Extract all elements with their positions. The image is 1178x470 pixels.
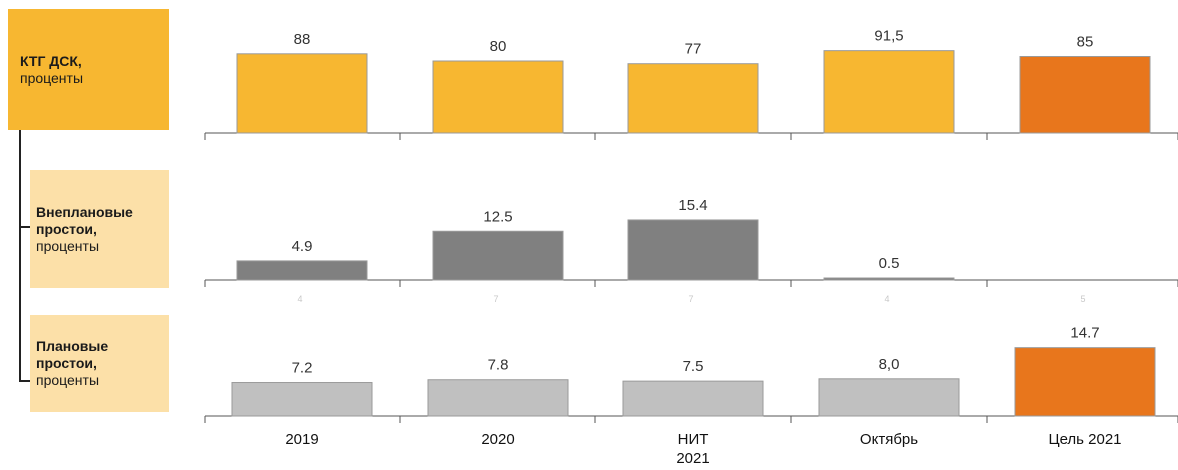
category-label-0: 2019: [285, 431, 318, 448]
planned-label-title-2: простои,: [36, 355, 97, 371]
planned-label-subtitle: проценты: [36, 372, 100, 388]
bar-2-1: [427, 379, 569, 417]
connector-to-unplanned: [19, 226, 30, 228]
connector-vertical: [19, 130, 21, 382]
ghost-mark-4: 5: [1080, 294, 1085, 304]
bar-0-2: [627, 63, 759, 134]
planned-label-box: Плановые простои, проценты: [30, 315, 169, 412]
category-label-1: 2020: [481, 431, 514, 448]
bar-1-1: [432, 230, 564, 281]
unplanned-label-box: Внеплановые простои, проценты: [30, 170, 169, 288]
ghost-mark-3: 4: [884, 294, 889, 304]
category-label-2-line2: 2021: [676, 450, 709, 467]
value-label-0-0: 88: [294, 31, 311, 48]
unplanned-label-title-1: Внеплановые: [36, 203, 133, 220]
bar-2-0: [231, 382, 373, 417]
bar-1-2: [627, 219, 759, 281]
value-label-1-2: 15.4: [678, 197, 707, 214]
bar-0-0: [236, 53, 368, 134]
value-label-2-2: 7.5: [683, 358, 704, 375]
unplanned-label-title-2: простои,: [36, 220, 97, 237]
bar-2-2: [622, 380, 764, 417]
ktg-label-subtitle: проценты: [20, 69, 84, 86]
value-label-2-4: 14.7: [1070, 325, 1099, 342]
bar-0-1: [432, 60, 564, 134]
bar-1-3: [823, 277, 955, 281]
value-label-1-0: 4.9: [292, 238, 313, 255]
bar-0-3: [823, 50, 955, 134]
value-label-0-1: 80: [490, 38, 507, 55]
value-label-2-0: 7.2: [292, 360, 313, 377]
bar-1-0: [236, 260, 368, 281]
category-label-2: НИТ: [678, 431, 709, 448]
unplanned-label-subtitle: проценты: [36, 237, 100, 254]
category-label-3: Октябрь: [860, 431, 918, 448]
ghost-mark-0: 4: [297, 294, 302, 304]
value-label-0-3: 91,5: [874, 28, 903, 45]
value-label-2-1: 7.8: [488, 357, 509, 374]
planned-label-title-1: Плановые: [36, 338, 109, 354]
bar-2-3: [818, 378, 960, 417]
value-label-1-1: 12.5: [483, 208, 512, 225]
value-label-1-3: 0.5: [879, 255, 900, 272]
value-label-0-2: 77: [685, 41, 702, 58]
ktg-label-title: КТГ ДСК,: [20, 52, 82, 69]
ktg-label-box: КТГ ДСК, проценты: [8, 9, 169, 130]
ghost-mark-2: 7: [688, 294, 693, 304]
value-label-2-3: 8,0: [879, 356, 900, 373]
bar-0-4: [1019, 56, 1151, 134]
connector-to-planned: [19, 380, 30, 382]
ghost-mark-1: 7: [493, 294, 498, 304]
category-label-4: Цель 2021: [1048, 431, 1121, 448]
value-label-0-4: 85: [1077, 34, 1094, 51]
bar-2-4: [1014, 347, 1156, 417]
